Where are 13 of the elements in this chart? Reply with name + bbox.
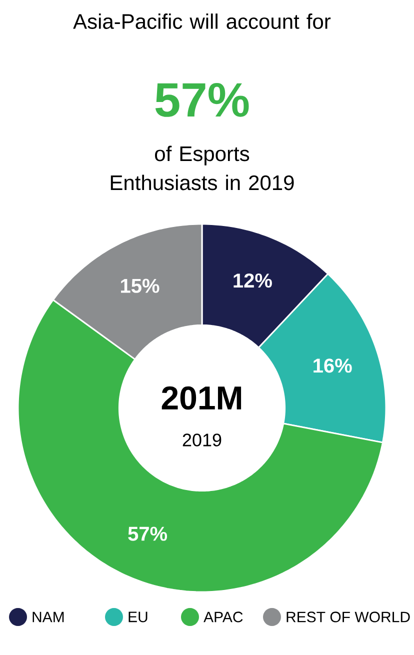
data-label: 16%: [314, 358, 352, 373]
legend-label: APAC: [204, 612, 243, 622]
text: 201M: [162, 386, 242, 410]
text: 2019: [182, 434, 222, 446]
chart-title: Asia-Pacific will account for: [73, 14, 331, 29]
data-label: 15%: [121, 278, 160, 293]
legend-label: REST OF WORLD: [286, 612, 410, 622]
legend-label: EU: [128, 612, 148, 622]
data-label: 57%: [128, 526, 168, 541]
data-label: 12%: [234, 273, 272, 288]
legend-label: NAM: [32, 612, 64, 622]
text: of Esports Enthusiasts in 2019: [110, 146, 294, 190]
text: 57%: [156, 83, 249, 117]
